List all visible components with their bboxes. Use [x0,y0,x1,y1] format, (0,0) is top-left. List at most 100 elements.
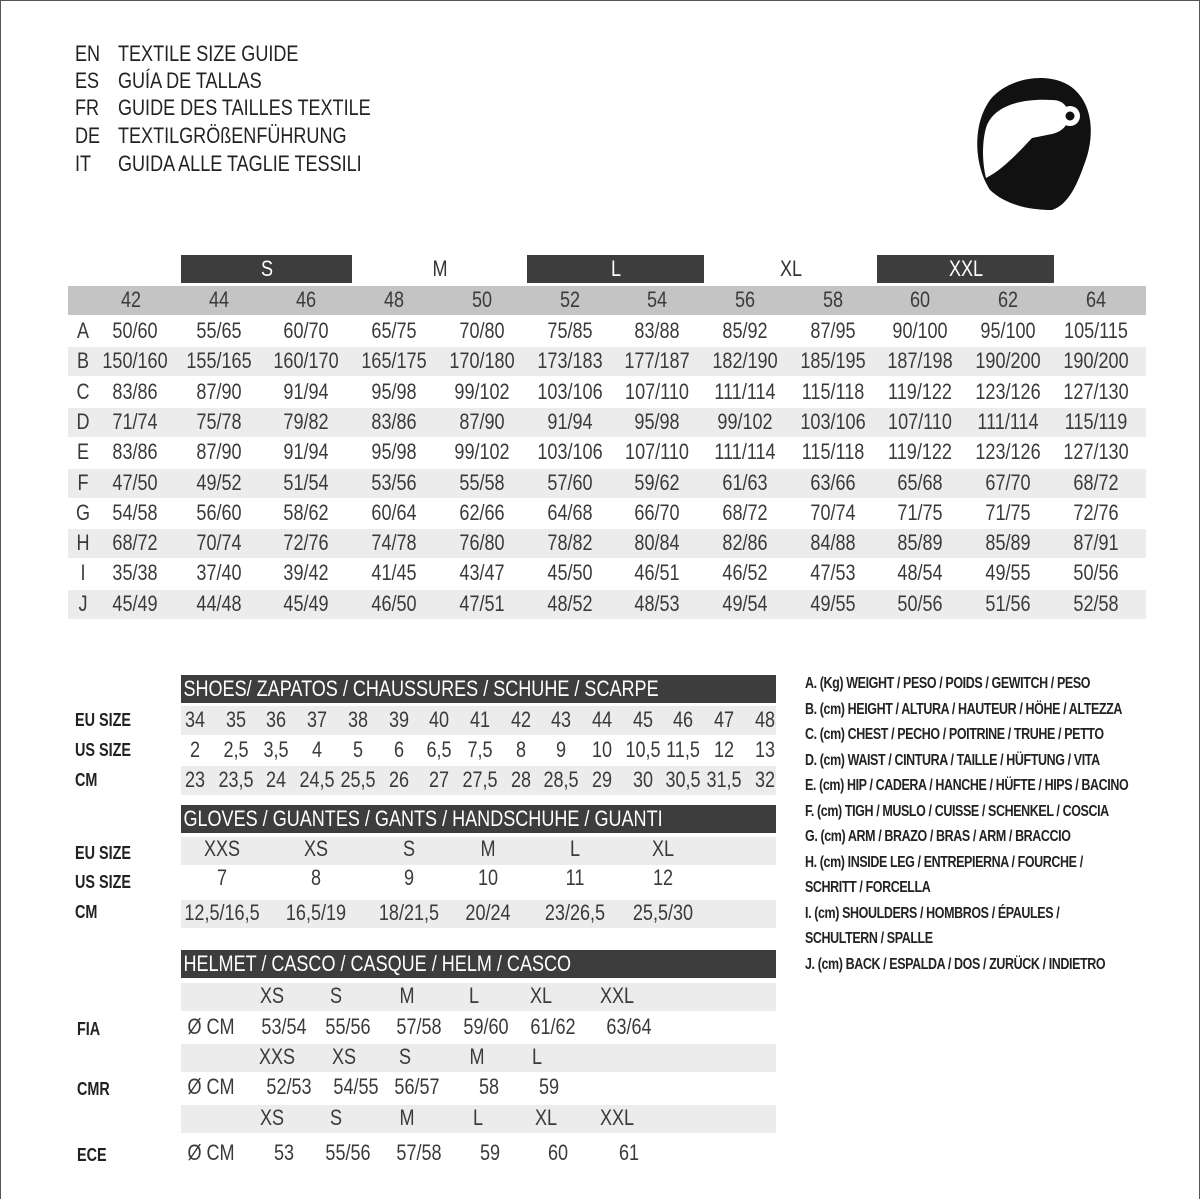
table-cell: 6 [393,737,404,762]
table-cell: 68/72 [1073,469,1119,495]
table-cell: 60 [547,1140,569,1165]
unit-label: Ø CM [187,1074,235,1099]
gloves-title: GLOVES / GUANTES / GANTS / HANDSCHUHE / … [183,806,663,831]
helmet-header: HELMET / CASCO / CASQUE / HELM / CASCO [181,950,776,978]
table-cell: 80/84 [634,530,680,556]
helmet-size: XXL [599,983,635,1008]
table-cell: 53/54 [261,1014,307,1039]
table-cell: 5 [352,737,363,762]
title-text: GUÍA DE TALLAS [118,68,262,93]
table-cell: 24 [266,767,287,792]
title-language-code: EN [75,41,101,66]
size-group-label: S [260,256,273,281]
table-cell: 63/64 [606,1014,652,1039]
table-cell: 78/82 [546,530,593,556]
table-cell: 91/94 [283,439,329,465]
table-cell: 47/50 [112,469,158,495]
table-cell: 56/57 [394,1074,440,1099]
table-cell: 85/89 [985,530,1031,556]
table-cell: 58/62 [283,499,329,525]
row-key: F [77,469,89,495]
table-cell: 68/72 [722,499,768,525]
table-cell: 66/70 [634,499,680,525]
row-label: EU SIZE [75,843,132,863]
table-row-shade [181,983,776,1011]
row-key: G [75,499,91,525]
table-cell: 61/63 [722,469,768,495]
table-row-shade [181,706,776,735]
helmet-size: S [329,983,343,1008]
table-cell: 170/180 [449,348,515,374]
table-cell: 87/90 [196,439,242,465]
table-cell: 8 [515,737,526,762]
table-cell: 44/48 [196,590,242,616]
size-number: 64 [1085,287,1106,312]
size-number: 48 [384,287,405,312]
table-cell: 103/106 [799,408,866,434]
table-cell: 95/98 [634,408,680,434]
table-row-shade [68,407,1146,437]
size-number: 42 [120,287,142,312]
table-cell: 53 [273,1140,295,1165]
table-cell: 46/50 [371,590,417,616]
table-cell: 48/54 [897,560,943,586]
row-label: FIA [77,1019,101,1039]
table-cell: 49/55 [810,590,856,616]
table-cell: 75/85 [546,318,593,343]
table-cell: M [480,836,496,861]
table-cell: 177/187 [624,348,690,374]
row-label: CM [75,770,98,790]
helmet-size: XS [331,1044,357,1069]
table-cell: 51/54 [283,469,329,495]
size-group-label: M [431,256,448,281]
helmet-size: L [531,1044,543,1069]
table-cell: 74/78 [371,530,417,556]
table-cell: 46/51 [634,560,680,586]
table-cell: 57/58 [396,1014,442,1039]
table-cell: 173/183 [536,348,603,374]
table-cell: 42 [510,707,531,732]
table-cell: 43 [551,707,572,732]
table-cell: 47/53 [810,560,856,586]
table-cell: 65/68 [897,469,943,495]
size-number: 52 [559,287,580,312]
row-label: US SIZE [75,872,132,892]
table-cell: 23 [184,767,206,792]
table-cell: 123/126 [975,439,1041,465]
table-cell: 123/126 [975,378,1041,404]
legend-item: D. (cm) WAIST / CINTURA / TAILLE / HÜFTU… [805,751,1100,769]
table-cell: 91/94 [546,408,593,434]
table-cell: 2 [189,737,201,762]
size-group-header: XL [704,255,877,283]
table-cell: L [569,836,581,861]
shoes-title: SHOES/ ZAPATOS / CHAUSSURES / SCHUHE / S… [183,676,659,701]
helmet-size: S [398,1044,412,1069]
table-cell: 12,5/16,5 [184,900,260,925]
table-cell: 79/82 [283,408,329,434]
table-cell: 9 [556,737,567,762]
size-group-header: M [352,255,527,283]
table-cell: 4 [312,737,323,762]
table-row-shade [68,529,1146,559]
table-cell: 99/102 [454,439,510,465]
table-cell: 190/200 [975,348,1041,374]
table-cell: 107/110 [625,439,690,465]
table-cell: 48/53 [634,590,680,616]
table-cell: 25,5 [340,767,376,792]
table-cell: 90/100 [892,318,948,343]
table-cell: 55/56 [325,1014,371,1039]
table-cell: 84/88 [810,530,856,556]
legend-item: H. (cm) INSIDE LEG / ENTREPIERNA / FOURC… [805,853,1083,871]
table-cell: 10 [591,737,613,762]
table-cell: 75/78 [196,408,242,434]
table-cell: 111/114 [714,378,776,404]
table-cell: 87/95 [810,318,856,343]
table-cell: 190/200 [1063,348,1129,374]
table-row-shade [68,347,1146,377]
legend-item: I. (cm) SHOULDERS / HOMBROS / ÉPAULES / [805,904,1060,922]
helmet-size: M [399,983,415,1008]
size-group-label: XL [779,256,802,281]
size-group-label: L [610,256,621,281]
table-cell: 35/38 [112,560,158,586]
table-cell: 51/56 [985,590,1031,616]
